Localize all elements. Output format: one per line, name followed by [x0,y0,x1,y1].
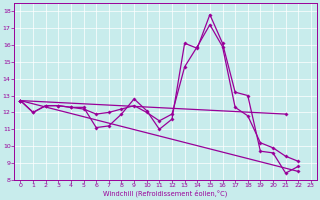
X-axis label: Windchill (Refroidissement éolien,°C): Windchill (Refroidissement éolien,°C) [103,190,228,197]
